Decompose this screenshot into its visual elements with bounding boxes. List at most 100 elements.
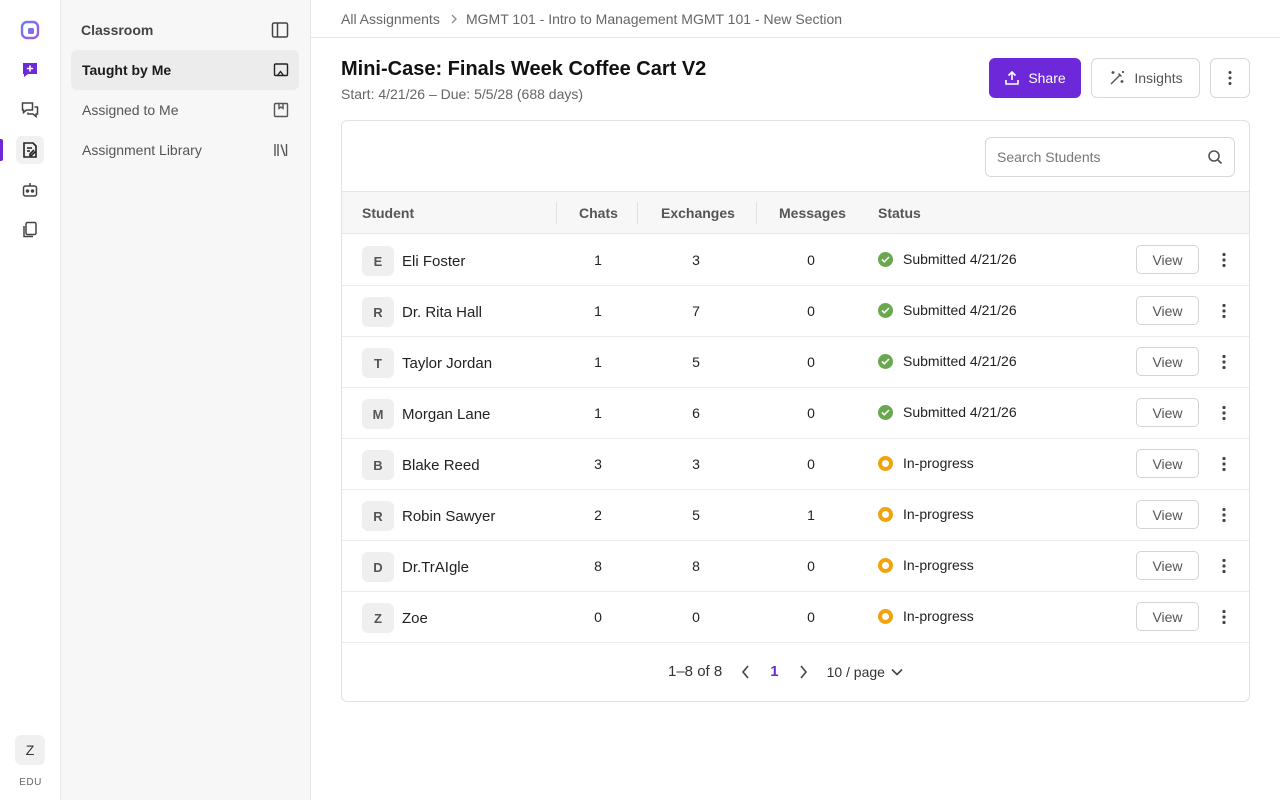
view-button[interactable]: View bbox=[1136, 449, 1199, 478]
messages-cell: 0 bbox=[807, 354, 815, 370]
column-divider bbox=[637, 202, 638, 224]
row-more-button[interactable] bbox=[1215, 555, 1233, 577]
kebab-icon bbox=[1222, 558, 1226, 574]
status-badge: In-progress bbox=[878, 506, 974, 522]
new-chat-icon[interactable] bbox=[16, 56, 44, 84]
sidebar-toggle-icon[interactable] bbox=[270, 20, 290, 40]
page-size-label: 10 / page bbox=[826, 663, 885, 680]
row-more-button[interactable] bbox=[1215, 351, 1233, 373]
progress-circle-icon bbox=[878, 506, 893, 522]
student-name: Blake Reed bbox=[402, 457, 480, 474]
student-name: Dr. Rita Hall bbox=[402, 304, 483, 321]
student-avatar: T bbox=[362, 348, 394, 378]
chats-cell: 1 bbox=[594, 303, 602, 319]
user-avatar[interactable]: Z bbox=[15, 735, 45, 765]
magic-wand-icon bbox=[1110, 71, 1125, 85]
status-badge: In-progress bbox=[878, 608, 974, 624]
exchanges-cell: 5 bbox=[692, 354, 700, 370]
view-button[interactable]: View bbox=[1136, 500, 1199, 529]
status-text: In-progress bbox=[903, 455, 974, 471]
search-students bbox=[985, 137, 1235, 177]
column-divider bbox=[756, 202, 757, 224]
classroom-sidebar: Classroom Taught by Me Assigned to Me As… bbox=[61, 0, 371, 800]
search-input[interactable] bbox=[986, 138, 1186, 176]
students-card: Student Chats Exchanges Messages Status … bbox=[341, 120, 1250, 702]
chats-icon[interactable] bbox=[16, 96, 44, 124]
breadcrumb-root-link[interactable]: All Assignments bbox=[341, 11, 440, 27]
view-button[interactable]: View bbox=[1136, 245, 1199, 274]
progress-circle-icon bbox=[878, 608, 893, 624]
sidebar-item-taught-by-me[interactable]: Taught by Me bbox=[71, 50, 299, 90]
exchanges-cell: 8 bbox=[692, 558, 700, 574]
prev-page-button[interactable] bbox=[738, 664, 752, 680]
chats-cell: 1 bbox=[594, 354, 602, 370]
row-more-button[interactable] bbox=[1215, 300, 1233, 322]
table-row: R Dr. Rita Hall 1 7 0 Submitted 4/21/26 View bbox=[342, 286, 1249, 337]
assignments-icon[interactable] bbox=[16, 136, 44, 164]
chats-cell: 3 bbox=[594, 456, 602, 472]
student-name: Taylor Jordan bbox=[402, 355, 493, 372]
student-avatar: R bbox=[362, 297, 394, 327]
insights-label: Insights bbox=[1134, 70, 1183, 86]
check-circle-icon bbox=[878, 353, 893, 369]
table-row: T Taylor Jordan 1 5 0 Submitted 4/21/26 View bbox=[342, 337, 1249, 388]
student-avatar: D bbox=[362, 552, 394, 582]
documents-icon[interactable] bbox=[16, 216, 44, 244]
view-button[interactable]: View bbox=[1136, 296, 1199, 325]
bookmark-icon bbox=[273, 102, 289, 118]
status-text: Submitted 4/21/26 bbox=[903, 251, 1017, 267]
chats-cell: 1 bbox=[594, 252, 602, 268]
column-header-student[interactable]: Student bbox=[362, 205, 415, 221]
column-header-status[interactable]: Status bbox=[878, 205, 921, 221]
sidebar-item-assignment-library[interactable]: Assignment Library bbox=[71, 130, 299, 170]
kebab-icon bbox=[1222, 507, 1226, 523]
exchanges-cell: 7 bbox=[692, 303, 700, 319]
search-icon[interactable] bbox=[1207, 149, 1223, 165]
progress-circle-icon bbox=[878, 455, 893, 471]
row-more-button[interactable] bbox=[1215, 504, 1233, 526]
kebab-icon bbox=[1222, 405, 1226, 421]
column-header-exchanges[interactable]: Exchanges bbox=[661, 205, 735, 221]
table-row: B Blake Reed 3 3 0 In-progress View bbox=[342, 439, 1249, 490]
kebab-icon bbox=[1228, 71, 1232, 85]
page-size-select[interactable]: 10 / page bbox=[827, 664, 903, 680]
next-page-button[interactable] bbox=[797, 664, 811, 680]
bot-icon[interactable] bbox=[16, 176, 44, 204]
active-indicator bbox=[0, 139, 3, 161]
status-badge: In-progress bbox=[878, 455, 974, 471]
table-row: M Morgan Lane 1 6 0 Submitted 4/21/26 View bbox=[342, 388, 1249, 439]
table-row: D Dr.TrAIgle 8 8 0 In-progress View bbox=[342, 541, 1249, 592]
column-header-chats[interactable]: Chats bbox=[579, 205, 618, 221]
row-more-button[interactable] bbox=[1215, 249, 1233, 271]
row-more-button[interactable] bbox=[1215, 606, 1233, 628]
sidebar-item-assigned-to-me[interactable]: Assigned to Me bbox=[71, 90, 299, 130]
logo-icon[interactable] bbox=[16, 16, 44, 44]
row-more-button[interactable] bbox=[1215, 402, 1233, 424]
student-name: Robin Sawyer bbox=[402, 508, 496, 525]
edu-label: EDU bbox=[19, 777, 42, 788]
student-avatar: B bbox=[362, 450, 394, 480]
view-button[interactable]: View bbox=[1136, 347, 1199, 376]
status-text: Submitted 4/21/26 bbox=[903, 404, 1017, 420]
page-number-button[interactable]: 1 bbox=[770, 663, 779, 680]
kebab-icon bbox=[1222, 303, 1226, 319]
row-more-button[interactable] bbox=[1215, 453, 1233, 475]
status-badge: In-progress bbox=[878, 557, 974, 573]
student-avatar: E bbox=[362, 246, 394, 276]
view-button[interactable]: View bbox=[1136, 602, 1199, 631]
more-options-button[interactable] bbox=[1210, 58, 1250, 98]
status-badge: Submitted 4/21/26 bbox=[878, 404, 1017, 420]
chats-cell: 0 bbox=[594, 609, 602, 625]
kebab-icon bbox=[1222, 252, 1226, 268]
sidebar-title: Classroom bbox=[81, 22, 154, 38]
view-button[interactable]: View bbox=[1136, 398, 1199, 427]
exchanges-cell: 5 bbox=[692, 507, 700, 523]
chevron-right-icon bbox=[451, 14, 457, 24]
insights-button[interactable]: Insights bbox=[1091, 58, 1200, 98]
check-circle-icon bbox=[878, 404, 893, 420]
view-button[interactable]: View bbox=[1136, 551, 1199, 580]
table-row: Z Zoe 0 0 0 In-progress View bbox=[342, 592, 1249, 643]
column-header-messages[interactable]: Messages bbox=[779, 205, 846, 221]
chevron-right-icon bbox=[800, 664, 808, 679]
share-button[interactable]: Share bbox=[989, 58, 1081, 98]
